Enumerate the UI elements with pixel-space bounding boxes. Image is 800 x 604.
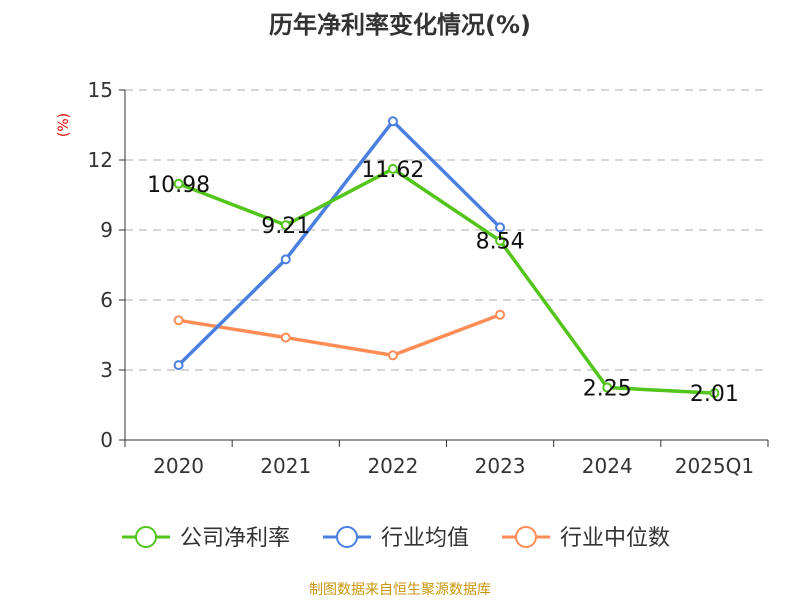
legend-label: 行业均值 bbox=[381, 526, 469, 551]
legend-label: 行业中位数 bbox=[560, 526, 670, 551]
data-label: 11.62 bbox=[361, 158, 424, 183]
x-tick-label: 2024 bbox=[582, 454, 633, 478]
data-point[interactable] bbox=[387, 163, 398, 174]
data-point[interactable] bbox=[173, 178, 184, 189]
legend-marker bbox=[515, 526, 537, 548]
data-point[interactable] bbox=[387, 116, 398, 127]
data-label: 8.54 bbox=[476, 230, 525, 255]
footer-source: 制图数据来自恒生聚源数据库 bbox=[309, 582, 491, 598]
y-tick-label: 0 bbox=[100, 428, 113, 452]
data-point[interactable] bbox=[387, 350, 398, 361]
legend-item[interactable]: 公司净利率 bbox=[122, 526, 290, 551]
data-point[interactable] bbox=[280, 254, 291, 265]
series-line bbox=[178, 313, 501, 358]
data-point[interactable] bbox=[495, 309, 506, 320]
data-point[interactable] bbox=[602, 382, 613, 393]
x-tick-label: 2023 bbox=[475, 454, 526, 478]
y-tick-label: 12 bbox=[88, 148, 113, 172]
data-point[interactable] bbox=[173, 315, 184, 326]
y-tick-label: 9 bbox=[100, 218, 113, 242]
y-tick-label: 3 bbox=[100, 358, 113, 382]
x-tick-label: 2025Q1 bbox=[675, 454, 754, 478]
data-label: 9.21 bbox=[261, 214, 310, 239]
data-label: 2.01 bbox=[690, 382, 739, 407]
x-tick-label: 2021 bbox=[260, 454, 311, 478]
y-tick-label: 15 bbox=[88, 78, 113, 102]
series-line bbox=[177, 119, 502, 367]
x-tick-label: 2022 bbox=[367, 454, 418, 478]
data-label: 2.25 bbox=[583, 377, 632, 402]
legend-item[interactable]: 行业中位数 bbox=[502, 526, 670, 551]
legend-item[interactable]: 行业均值 bbox=[323, 526, 469, 551]
data-point[interactable] bbox=[173, 360, 184, 371]
y-tick-label: 6 bbox=[100, 288, 113, 312]
chart-title: 历年净利率变化情况(%) bbox=[269, 11, 531, 39]
data-point[interactable] bbox=[280, 220, 291, 231]
data-label: 10.98 bbox=[147, 173, 210, 198]
series-line bbox=[177, 167, 715, 395]
data-point[interactable] bbox=[495, 235, 506, 246]
data-point[interactable] bbox=[709, 388, 720, 399]
legend-label: 公司净利率 bbox=[180, 526, 290, 551]
data-point[interactable] bbox=[280, 332, 291, 343]
legend-marker bbox=[135, 526, 157, 548]
legend-marker bbox=[336, 526, 358, 548]
x-tick-label: 2020 bbox=[153, 454, 204, 478]
y-axis-label: (%) bbox=[56, 113, 72, 137]
data-point[interactable] bbox=[495, 222, 506, 233]
